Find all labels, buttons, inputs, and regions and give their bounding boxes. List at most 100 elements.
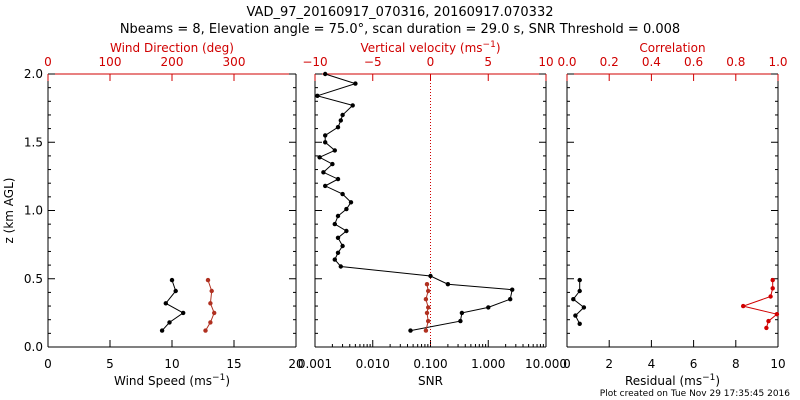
wind-series-0-point bbox=[173, 288, 178, 294]
resid-series-1-point bbox=[764, 325, 769, 331]
snr-top-axis-label-sup: −1 bbox=[483, 40, 496, 50]
resid-xtick-label: 10 bbox=[770, 357, 785, 371]
snr-series-1-point bbox=[424, 310, 430, 316]
snr-series-0-point bbox=[408, 328, 413, 333]
snr-top-axis-label-end: ) bbox=[496, 41, 501, 55]
y-tick-label: 0.5 bbox=[24, 272, 43, 286]
wind-series-0-point bbox=[167, 320, 172, 325]
resid-series-0-point bbox=[577, 288, 582, 294]
resid-series-1-point bbox=[770, 277, 775, 283]
resid-x-axis-label-end: ) bbox=[715, 374, 720, 388]
snr-series-0-point bbox=[344, 206, 349, 212]
resid-x-axis-label-sup: −1 bbox=[702, 373, 715, 383]
snr-series-0-point bbox=[458, 318, 463, 324]
snr-series-1-point bbox=[424, 282, 430, 287]
snr-xtick-label: 10.000 bbox=[525, 357, 567, 371]
snr-top-tick-label: −10 bbox=[302, 55, 327, 69]
snr-top-tick-label: −5 bbox=[364, 55, 382, 69]
snr-series-0-point bbox=[340, 243, 345, 249]
snr-series-0-point bbox=[335, 125, 341, 130]
snr-series-0-point bbox=[510, 287, 515, 292]
snr-series-0-point bbox=[323, 140, 328, 145]
snr-series-0-point bbox=[353, 81, 358, 86]
snr-series-1-point bbox=[423, 297, 429, 302]
snr-series-1-point bbox=[423, 328, 429, 333]
snr-series-0-point bbox=[332, 221, 337, 227]
wind-series-1-point bbox=[212, 310, 217, 316]
y-axis-label: z (km AGL) bbox=[2, 178, 16, 244]
wind-series-1-point bbox=[208, 301, 213, 306]
resid-top-tick-label: 0.6 bbox=[684, 55, 703, 69]
title-line-2: Nbeams = 8, Elevation angle = 75.0°, sca… bbox=[120, 22, 680, 37]
resid-series-0-point bbox=[571, 297, 576, 302]
snr-series-1-point bbox=[426, 318, 431, 324]
wind-xtick-label: 0 bbox=[44, 357, 52, 371]
snr-top-tick-label: 5 bbox=[484, 55, 492, 69]
wind-series-1-point bbox=[203, 328, 208, 333]
wind-x-axis-label-end: ) bbox=[225, 374, 230, 388]
snr-xtick-label: 0.001 bbox=[298, 357, 332, 371]
snr-series-1-point bbox=[426, 305, 431, 310]
snr-series-0-point bbox=[508, 297, 513, 302]
resid-top-tick-label: 0.2 bbox=[600, 55, 619, 69]
snr-series-0-point bbox=[340, 191, 345, 197]
resid-series-1-point bbox=[766, 318, 771, 324]
resid-top-axis-label: Correlation bbox=[639, 41, 705, 55]
snr-series-0-point bbox=[323, 183, 328, 189]
plot-created-footer: Plot created on Tue Nov 29 17:35:45 2016 bbox=[600, 389, 790, 399]
snr-series-0-point bbox=[338, 264, 343, 269]
wind-x-axis-label-base: Wind Speed (ms bbox=[114, 374, 212, 388]
snr-series-0-point bbox=[344, 228, 349, 234]
snr-series-0-point bbox=[348, 200, 354, 205]
snr-series-0-point bbox=[335, 213, 341, 219]
snr-series-0-point bbox=[340, 112, 345, 118]
resid-top-tick-label: 0.4 bbox=[642, 55, 661, 69]
title-line-1: VAD_97_20160917_070316, 20160917.070332 bbox=[247, 5, 554, 20]
snr-series-0-point bbox=[315, 93, 320, 99]
wind-xtick-label: 15 bbox=[226, 357, 241, 371]
wind-series-0-point bbox=[163, 301, 168, 306]
snr-series-0-line bbox=[315, 73, 513, 332]
wind-series-0-point bbox=[181, 310, 186, 316]
snr-series-0-point bbox=[459, 310, 465, 316]
resid-series-1-point bbox=[741, 303, 746, 309]
snr-series-0-point bbox=[335, 176, 341, 182]
resid-xtick-label: 0 bbox=[563, 357, 571, 371]
snr-x-axis-label-base: SNR bbox=[418, 374, 443, 388]
snr-series-0-point bbox=[486, 305, 491, 310]
snr-top-axis-label: Vertical velocity (ms−1) bbox=[360, 40, 500, 55]
snr-series-0-point bbox=[332, 148, 337, 153]
wind-top-tick-label: 0 bbox=[44, 55, 52, 69]
resid-xtick-label: 4 bbox=[648, 357, 656, 371]
snr-xtick-label: 1.000 bbox=[471, 357, 505, 371]
resid-top-tick-label: 0.0 bbox=[557, 55, 576, 69]
y-tick-label: 0.0 bbox=[24, 340, 43, 354]
snr-series-0-point bbox=[335, 250, 341, 255]
resid-series-0-point bbox=[581, 305, 587, 310]
snr-series-0-point bbox=[445, 282, 451, 287]
wind-top-axis-label: Wind Direction (deg) bbox=[110, 41, 234, 55]
wind-xtick-label: 20 bbox=[288, 357, 303, 371]
snr-series-0-point bbox=[323, 133, 328, 138]
snr-series-0-point bbox=[338, 118, 343, 123]
wind-top-tick-label: 200 bbox=[161, 55, 184, 69]
wind-xtick-label: 5 bbox=[106, 357, 114, 371]
wind-series-1-point bbox=[209, 288, 214, 294]
resid-top-axis-label-base: Correlation bbox=[639, 41, 705, 55]
wind-x-axis-label-sup: −1 bbox=[212, 373, 225, 383]
snr-xtick-label: 0.100 bbox=[413, 357, 447, 371]
y-tick-label: 1.5 bbox=[24, 135, 43, 149]
y-tick-label: 2.0 bbox=[24, 67, 43, 81]
wind-x-axis-label: Wind Speed (ms−1) bbox=[114, 373, 230, 388]
resid-x-axis-label-base: Residual (ms bbox=[625, 374, 702, 388]
snr-series-0-point bbox=[335, 235, 341, 240]
snr-series-0-point bbox=[317, 155, 322, 160]
wind-top-tick-label: 300 bbox=[223, 55, 246, 69]
snr-top-axis-label-base: Vertical velocity (ms bbox=[360, 41, 482, 55]
resid-xtick-label: 6 bbox=[690, 357, 698, 371]
resid-xtick-label: 8 bbox=[732, 357, 740, 371]
snr-top-tick-label: 0 bbox=[427, 55, 435, 69]
resid-series-0-point bbox=[573, 313, 578, 318]
y-tick-label: 1.0 bbox=[24, 204, 43, 218]
snr-xtick-label: 0.010 bbox=[356, 357, 390, 371]
